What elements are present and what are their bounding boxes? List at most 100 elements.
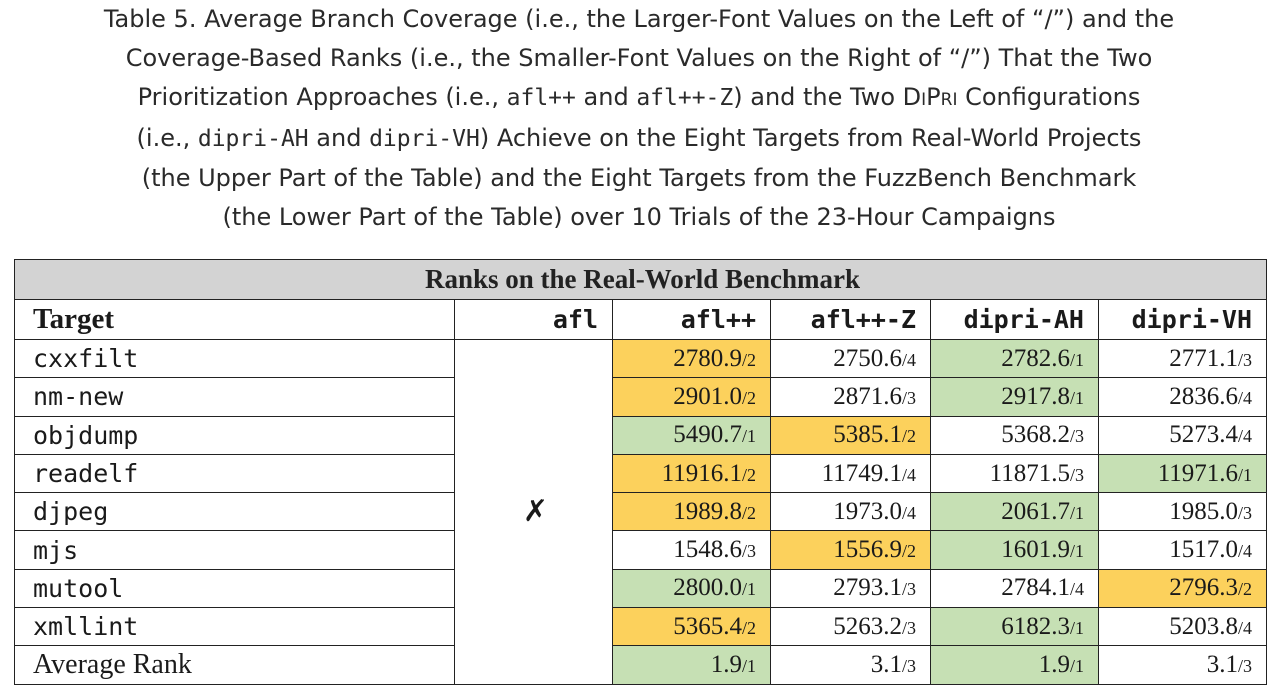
rank-value: /2	[741, 349, 756, 370]
coverage-cell: 11971.6/1	[1097, 453, 1268, 494]
results-table: Ranks on the Real-World Benchmark Target…	[13, 259, 1268, 685]
rank-value: /3	[1238, 656, 1253, 677]
rank-value: /3	[741, 541, 756, 562]
rank-value: /1	[1069, 349, 1084, 370]
coverage-value: 2836.6	[1169, 382, 1239, 410]
coverage-cell: 1.9/1	[612, 645, 771, 685]
table-row: djpeg 1989.8/2 1973.0/4 2061.7/1 1985.0/3	[14, 492, 1268, 532]
caption-text: and	[308, 123, 370, 152]
coverage-value: 1989.8	[673, 497, 742, 525]
table-caption: Table 5. Average Branch Coverage (i.e., …	[0, 0, 1278, 237]
header-afl: afl	[454, 299, 613, 340]
target-name-cell: nm-new	[14, 377, 455, 417]
coverage-cell: 2784.1/4	[930, 568, 1099, 609]
coverage-cell: 1556.9/2	[770, 530, 931, 570]
table-row: readelf 11916.1/2 11749.1/4 11871.5/3 11971.…	[14, 453, 1268, 494]
coverage-cell: 3.1/3	[1097, 645, 1268, 685]
coverage-value: 5365.4	[673, 612, 742, 640]
caption-code: afl++	[506, 85, 576, 112]
coverage-cell: 5263.2/3	[770, 607, 931, 647]
rank-value: /1	[741, 579, 756, 600]
rank-value: /3	[901, 617, 916, 638]
coverage-cell: 3.1/3	[770, 645, 931, 685]
caption-text: Configurations	[957, 83, 1141, 112]
table-row: cxxfilt ✗ 2780.9/2 2750.6/4 2782.6/1 2771.1/3	[14, 338, 1268, 685]
coverage-cell: 5490.7/1	[612, 415, 771, 455]
coverage-value: 5203.8	[1169, 612, 1239, 640]
coverage-cell: 11871.5/3	[930, 453, 1099, 494]
rank-value: /2	[741, 387, 756, 408]
rank-value: /1	[741, 426, 756, 447]
coverage-value: 2800.0	[673, 574, 742, 602]
coverage-value: 2750.6	[833, 344, 902, 372]
coverage-cell: 2800.0/1	[612, 568, 771, 609]
coverage-value: 1973.0	[833, 497, 902, 525]
target-name-cell: cxxfilt	[14, 338, 455, 379]
rank-value: /4	[901, 464, 916, 485]
rank-value: /3	[1069, 426, 1084, 447]
coverage-value: 2793.1	[833, 574, 902, 602]
rank-value: /1	[1069, 502, 1084, 523]
coverage-cell: 2871.6/3	[770, 377, 931, 417]
rank-value: /4	[1238, 426, 1253, 447]
table-body: cxxfilt ✗ 2780.9/2 2750.6/4 2782.6/1 2771.1/3…	[14, 338, 1268, 685]
caption-line-4: (i.e., dipri-AH and dipri-VH) Achieve on…	[0, 119, 1278, 159]
coverage-value: 1985.0	[1169, 497, 1239, 525]
coverage-cell: 2836.6/4	[1097, 377, 1268, 417]
table-row: nm-new 2901.0/2 2871.6/3 2917.8/1 2836.6/4	[14, 377, 1268, 417]
coverage-value: 1.9	[1038, 651, 1070, 679]
header-target: Target	[14, 299, 455, 340]
target-name-cell: xmllint	[14, 607, 455, 647]
coverage-value: 2782.6	[1001, 344, 1070, 372]
coverage-value: 2917.8	[1001, 382, 1070, 410]
caption-code: dipri-AH	[197, 125, 309, 152]
coverage-cell: 1973.0/4	[770, 492, 931, 532]
coverage-cell: 2917.8/1	[930, 377, 1099, 417]
header-row: Target afl afl++ afl++-Z dipri-AH dipri-…	[14, 299, 1268, 340]
coverage-cell: 5385.1/2	[770, 415, 931, 455]
rank-value: /1	[1238, 464, 1253, 485]
caption-line-2: Coverage-Based Ranks (i.e., the Smaller-…	[125, 44, 1153, 73]
coverage-value: 5368.2	[1001, 421, 1070, 449]
rank-value: /4	[1069, 579, 1084, 600]
coverage-cell: 1985.0/3	[1097, 492, 1268, 532]
coverage-value: 3.1	[870, 651, 902, 679]
coverage-value: 2901.0	[673, 382, 742, 410]
table-row: objdump 5490.7/1 5385.1/2 5368.2/3 5273.4/4	[14, 415, 1268, 455]
target-name-cell: objdump	[14, 415, 455, 455]
coverage-value: 1601.9	[1001, 536, 1070, 564]
rank-value: /4	[1238, 617, 1253, 638]
caption-text: and	[575, 83, 637, 112]
rank-value: /2	[1238, 579, 1253, 600]
coverage-cell: 1517.0/4	[1097, 530, 1268, 570]
table-row: Average Rank 1.9/1 3.1/3 1.9/1 3.1/3	[14, 645, 1268, 685]
coverage-cell: 6182.3/1	[930, 607, 1099, 647]
rank-value: /2	[741, 464, 756, 485]
target-name-cell: mjs	[14, 530, 455, 570]
coverage-cell: 5365.4/2	[612, 607, 771, 647]
rank-value: /2	[901, 426, 916, 447]
caption-text: ) and the Two	[733, 83, 903, 112]
caption-text: ) Achieve on the Eight Targets from Real…	[479, 123, 1142, 152]
caption-line-3: Prioritization Approaches (i.e., afl++ a…	[0, 78, 1278, 118]
coverage-cell: 2901.0/2	[612, 377, 771, 417]
rank-value: /4	[1238, 387, 1253, 408]
rank-value: /2	[901, 541, 916, 562]
rank-value: /1	[741, 656, 756, 677]
coverage-value: 6182.3	[1001, 612, 1070, 640]
coverage-cell: 2782.6/1	[930, 338, 1099, 379]
rank-value: /4	[901, 502, 916, 523]
coverage-value: 5263.2	[833, 612, 902, 640]
coverage-value: 2796.3	[1169, 574, 1239, 602]
coverage-cell: 2780.9/2	[612, 338, 771, 379]
coverage-value: 11749.1	[821, 459, 902, 487]
coverage-value: 2061.7	[1001, 497, 1070, 525]
coverage-value: 11916.1	[661, 459, 742, 487]
rank-value: /1	[1069, 387, 1084, 408]
coverage-cell: 2796.3/2	[1097, 568, 1268, 609]
coverage-cell: 5368.2/3	[930, 415, 1099, 455]
coverage-cell: 2771.1/3	[1097, 338, 1268, 379]
rank-value: /2	[741, 617, 756, 638]
rank-value: /3	[901, 656, 916, 677]
caption-code: dipri-VH	[369, 125, 480, 152]
